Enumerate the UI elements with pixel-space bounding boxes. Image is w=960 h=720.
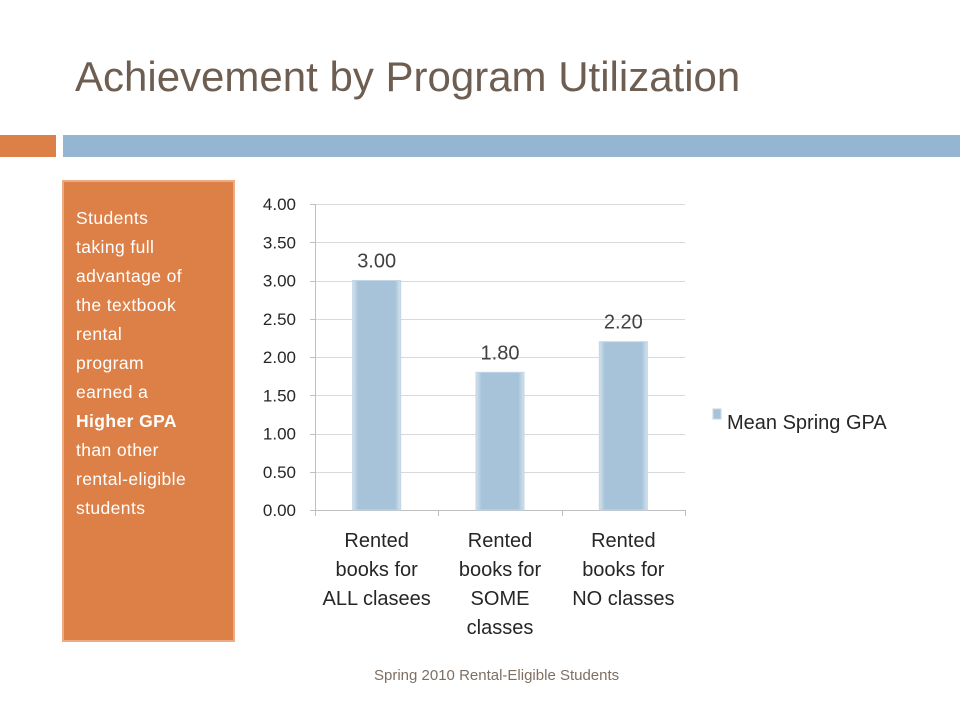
callout-box: Students taking full advantage of the te… [62,180,235,642]
bar-rented-books-for-some-classes [475,371,525,511]
legend-label: Mean Spring GPA [727,412,887,434]
y-tick-label: 3.00 [263,272,296,291]
bar-data-label: 3.00 [357,251,396,273]
y-tick-label: 1.50 [263,386,296,405]
y-tick-label: 4.00 [263,195,296,214]
bars [352,280,648,511]
data-labels: 3.00 1.80 2.20 [357,251,643,365]
bar-chart: 0.00 0.50 1.00 1.50 2.00 2.50 3.00 3.50 4.00 3.00… [263,195,887,639]
x-category-label: classes [467,617,534,639]
callout-line: the textbook [76,294,177,315]
y-tick-label: 3.50 [263,233,296,252]
callout-line: earned a [76,381,149,402]
x-category-label: NO classes [572,588,674,610]
callout-line: program [76,352,144,373]
x-category-label: books for [336,559,419,581]
slide-title: Achievement by Program Utilization [75,53,741,100]
bar-rented-books-for-all-clasees [352,280,402,511]
accent-bar-blue [63,135,960,157]
bar-data-label: 2.20 [604,312,643,334]
x-category-label: Rented [344,530,409,552]
y-tick-label: 0.50 [263,463,296,482]
x-category-label: SOME [471,588,530,610]
y-tick-label: 0.00 [263,501,296,520]
callout-line: taking full [76,236,155,257]
x-category-label: books for [582,559,665,581]
callout-line: rental-eligible [76,468,187,489]
callout-line: Students [76,207,149,228]
bar-data-label: 1.80 [481,342,520,364]
slide-footer: Spring 2010 Rental-Eligible Students [374,667,620,684]
x-axis-labels: Rented books for ALL clasees Rented books fo… [323,530,675,639]
callout-line: than other [76,439,159,460]
y-axis-labels: 0.00 0.50 1.00 1.50 2.00 2.50 3.00 3.50 4.00 [263,195,296,520]
bar-rented-books-for-no-classes [598,341,648,511]
legend-swatch [712,408,722,420]
y-tick-label: 1.00 [263,425,296,444]
callout-line: students [76,497,146,518]
y-tick-label: 2.00 [263,348,296,367]
callout-line: rental [76,323,123,344]
callout-emphasis: Higher GPA [76,410,177,431]
y-tick-label: 2.50 [263,310,296,329]
x-category-label: ALL clasees [323,588,431,610]
legend: Mean Spring GPA [712,408,887,434]
x-category-label: Rented [591,530,656,552]
accent-bar-orange [0,135,56,157]
callout-line: advantage of [76,265,182,286]
x-category-label: books for [459,559,542,581]
x-category-label: Rented [468,530,533,552]
